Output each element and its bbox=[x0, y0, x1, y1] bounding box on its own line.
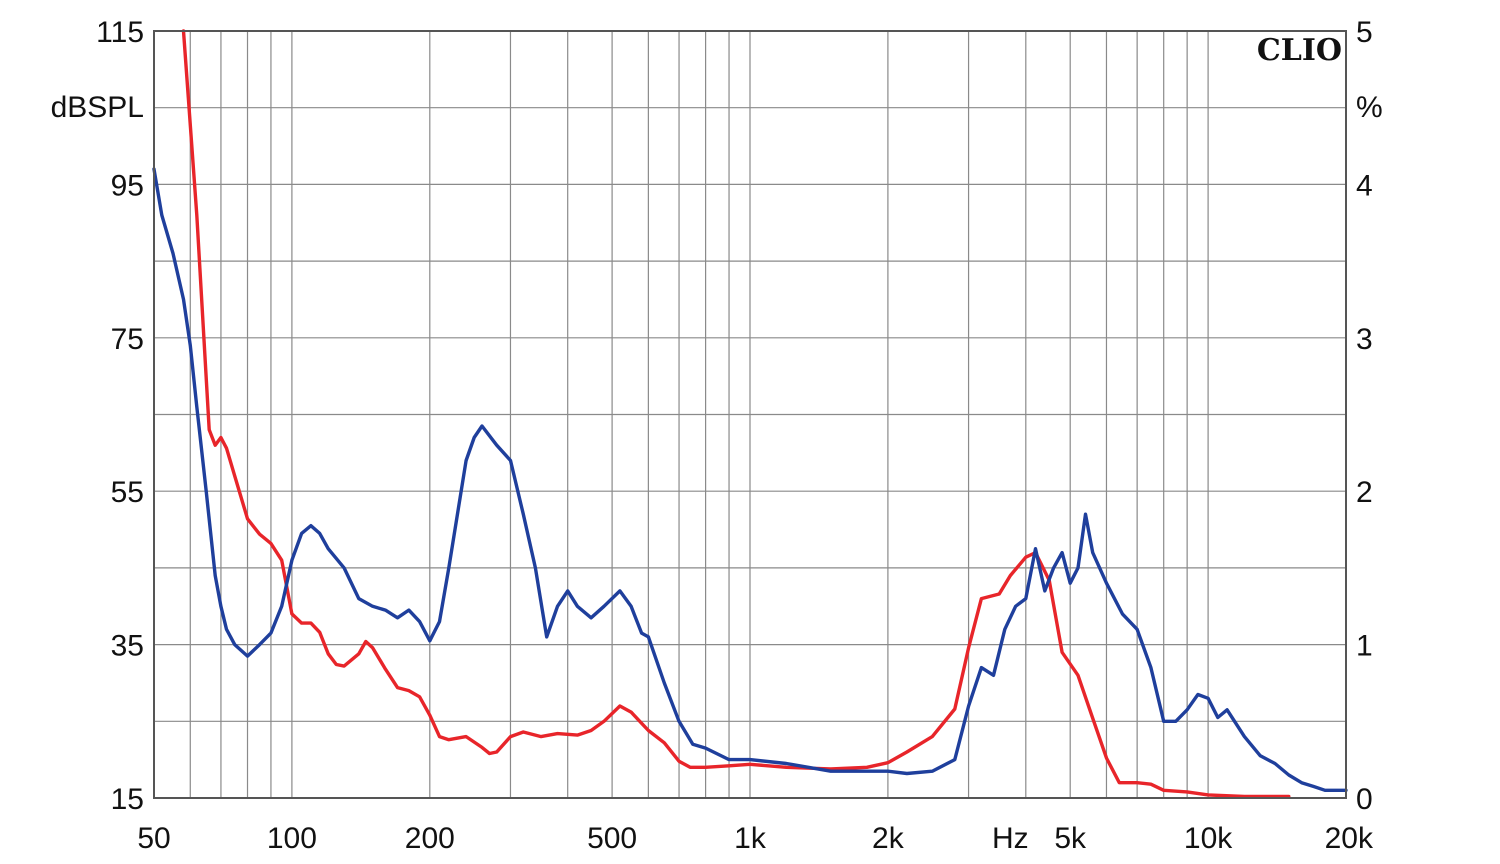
x-tick-label: 2k bbox=[872, 822, 905, 855]
y-axis-left-label: dBSPL bbox=[51, 91, 144, 124]
x-tick-label: 10k bbox=[1184, 822, 1233, 855]
y-right-tick-label: 5 bbox=[1356, 16, 1373, 49]
x-tick-label: 500 bbox=[587, 822, 637, 855]
x-axis-unit-label: Hz bbox=[992, 822, 1029, 855]
y-right-tick-label: 1 bbox=[1356, 630, 1373, 663]
y-left-tick-label: 55 bbox=[111, 476, 144, 509]
y-left-tick-label: 75 bbox=[111, 323, 144, 356]
x-tick-label: 5k bbox=[1054, 822, 1087, 855]
brand-logo: CLIO bbox=[1257, 33, 1342, 68]
x-tick-label: 50 bbox=[137, 822, 170, 855]
x-tick-label: 1k bbox=[734, 822, 767, 855]
y-left-tick-label: 35 bbox=[111, 630, 144, 663]
y-right-tick-label: 2 bbox=[1356, 476, 1373, 509]
spl-curve-blue bbox=[152, 167, 1348, 792]
y-right-tick-label: 0 bbox=[1356, 783, 1373, 816]
tick-labels: 15 35 55 75 95 115 0 1 2 3 4 5 50 100 200 500 1k 2k 5k 10k 2… bbox=[96, 16, 1374, 855]
grid bbox=[153, 30, 1347, 799]
y-right-tick-label: 4 bbox=[1356, 169, 1373, 202]
y-left-tick-label: 95 bbox=[111, 169, 144, 202]
x-tick-label: 200 bbox=[405, 822, 455, 855]
x-tick-label: 100 bbox=[267, 822, 317, 855]
y-right-tick-label: 3 bbox=[1356, 323, 1373, 356]
y-left-tick-label: 15 bbox=[111, 783, 144, 816]
y-left-tick-label: 115 bbox=[96, 16, 144, 49]
series-group bbox=[152, 29, 1348, 799]
plot-frame bbox=[153, 30, 1347, 799]
x-tick-label: 20k bbox=[1325, 822, 1374, 855]
distortion-curve-red bbox=[181, 29, 1291, 799]
y-axis-right-label: % bbox=[1356, 91, 1383, 124]
